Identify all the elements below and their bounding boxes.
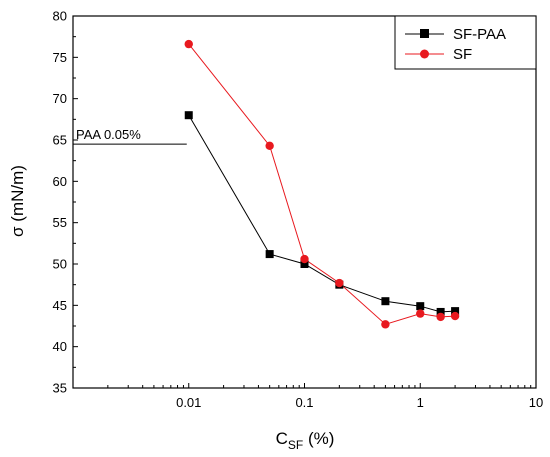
data-point-sf-paa [381, 297, 390, 306]
data-point-sf-paa [265, 250, 274, 259]
x-tick-label: 0.01 [176, 395, 201, 410]
data-point-sf-paa [451, 307, 460, 316]
reference-line-label: PAA 0.05% [76, 127, 141, 142]
axes-layer [72, 15, 537, 389]
data-point-sf-paa [184, 111, 193, 120]
series-layer [184, 39, 460, 329]
legend-box [394, 15, 537, 70]
data-point-sf [416, 309, 425, 318]
x-tick-label: 1 [417, 395, 424, 410]
legend-marker-sf-paa [420, 29, 429, 38]
y-tick-label: 50 [53, 257, 67, 272]
data-point-sf [335, 278, 344, 288]
data-point-sf-paa [300, 260, 309, 268]
y-tick-label: 40 [53, 339, 67, 354]
legend-label-sf: SF [453, 46, 472, 63]
data-point-sf-paa [416, 302, 425, 311]
y-tick-label: 65 [53, 133, 67, 148]
data-point-sf [184, 39, 193, 49]
y-axis-title: σ (mN/m) [8, 165, 27, 237]
x-axis-title-subscript: SF [288, 438, 303, 452]
ticks-layer: 35 40 45 50 55 60 65 70 75 80 0.01 0.1 1 10 [53, 9, 544, 411]
data-point-sf [381, 320, 390, 329]
x-axis-title-main: C [276, 429, 288, 448]
y-tick-label: 55 [53, 215, 67, 230]
legend-marker-sf [420, 49, 429, 59]
data-point-sf [450, 311, 460, 321]
series-line-sf-paa [188, 114, 456, 313]
data-point-sf [436, 312, 445, 322]
plot-frame [72, 15, 537, 389]
y-tick-label: 35 [53, 381, 67, 396]
legend: SF-PAA SF [394, 15, 537, 70]
data-point-sf-paa [436, 307, 445, 316]
x-axis-title-unit: (%) [303, 429, 334, 448]
reference-layer: PAA 0.05% [73, 127, 187, 145]
x-tick-label: 10 [529, 395, 543, 410]
data-point-sf [300, 254, 309, 264]
y-tick-label: 75 [53, 50, 67, 65]
y-tick-label: 80 [53, 9, 67, 24]
y-tick-label: 60 [53, 174, 67, 189]
data-point-sf [265, 141, 274, 150]
y-tick-label: 70 [53, 91, 67, 106]
x-tick-label: 0.1 [295, 395, 313, 410]
legend-label-sf-paa: SF-PAA [453, 26, 506, 43]
x-axis-title: CSF (%) [276, 429, 335, 452]
y-tick-label: 45 [53, 298, 67, 313]
